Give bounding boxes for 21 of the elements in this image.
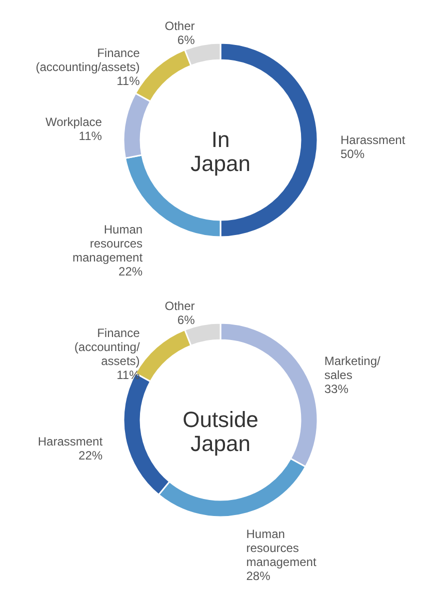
slice-label: Other (164, 19, 195, 34)
slice-label: Other (164, 299, 195, 314)
slice-label: Human resources management (246, 526, 317, 569)
data-label: 11% (78, 128, 102, 143)
slice-label: Human resources management (72, 222, 144, 264)
slice-label: Marketing/ sales (324, 354, 382, 382)
slice-label: Finance (accounting/assets) (36, 46, 140, 74)
data-label: 33% (324, 382, 349, 396)
data-label: 6% (177, 313, 196, 328)
slice-label: Harassment (38, 434, 104, 449)
data-label: 50% (340, 147, 365, 161)
data-label: 22% (118, 264, 143, 278)
data-label: 11% (116, 74, 140, 88)
data-label: 6% (177, 33, 196, 48)
slice-label: Workplace (45, 114, 102, 129)
data-label: 22% (78, 448, 103, 463)
text: In Japan (190, 127, 250, 176)
slice-label: Harassment (340, 133, 406, 147)
data-label: 28% (246, 568, 271, 583)
slice-label: Finance (accounting/ assets) (74, 326, 140, 368)
text: Outside Japan (182, 407, 258, 456)
